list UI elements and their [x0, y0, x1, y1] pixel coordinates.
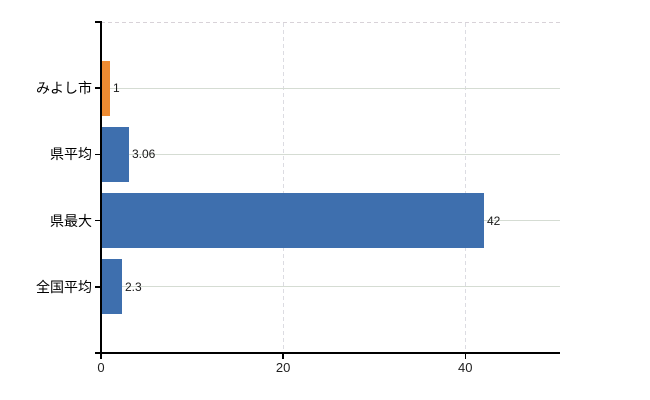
bar-miyoshi-shi [102, 60, 110, 116]
x-tick-label-20: 20 [275, 360, 291, 375]
plot-top-border [101, 22, 560, 23]
h-gridline-miyoshi-shi [102, 87, 560, 89]
bar-ken-saidai [102, 193, 484, 249]
v-gridline-20 [282, 23, 284, 353]
y-tick-zenkoku-heikin [95, 286, 101, 288]
y-axis-top-tick [95, 21, 101, 23]
category-label-ken-heikin: 県平均 [50, 146, 92, 163]
x-tick-0 [100, 353, 102, 359]
category-label-zenkoku-heikin: 全国平均 [36, 278, 92, 295]
h-gridline-zenkoku-heikin [102, 286, 560, 288]
value-label-ken-heikin: 3.06 [132, 147, 156, 162]
y-tick-miyoshi-shi [95, 87, 101, 89]
bar-ken-heikin [102, 126, 129, 182]
bar-zenkoku-heikin [102, 259, 122, 315]
x-axis [95, 352, 560, 354]
value-label-zenkoku-heikin: 2.3 [125, 279, 142, 294]
y-tick-ken-saidai [95, 219, 101, 222]
y-axis [100, 21, 102, 354]
x-tick-label-0: 0 [97, 360, 105, 375]
category-label-miyoshi-shi: みよし市 [36, 80, 92, 97]
x-tick-label-40: 40 [458, 360, 473, 375]
value-label-miyoshi-shi: 1 [113, 81, 120, 96]
value-label-ken-saidai: 42 [487, 213, 501, 228]
y-tick-ken-heikin [95, 153, 101, 156]
v-gridline-40 [464, 23, 466, 353]
x-tick-20 [282, 353, 284, 359]
category-label-ken-saidai: 県最大 [50, 212, 92, 229]
h-gridline-ken-heikin [102, 153, 560, 155]
x-tick-40 [464, 353, 467, 359]
